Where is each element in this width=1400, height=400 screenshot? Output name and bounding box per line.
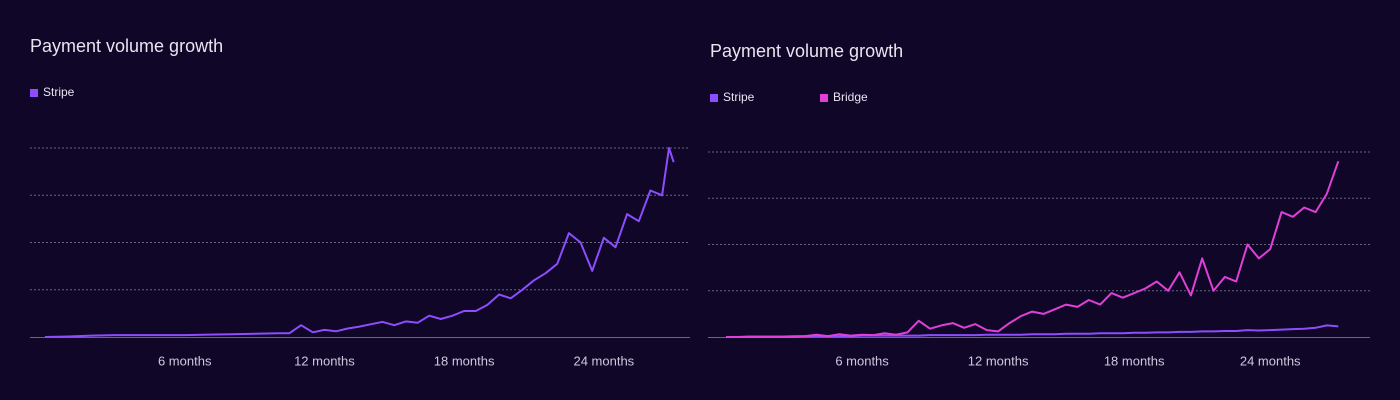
x-tick-label: 18 months [434, 353, 495, 368]
x-tick-label: 6 months [158, 353, 212, 368]
line [726, 160, 1340, 338]
x-tick-label: 18 months [1104, 353, 1165, 368]
legend-label: Stripe [43, 85, 75, 99]
legend-swatch [820, 94, 828, 102]
chart-title: Payment volume growth [30, 36, 223, 56]
chart-title: Payment volume growth [710, 41, 903, 61]
x-tick-label: 24 months [573, 353, 634, 368]
line [44, 147, 675, 338]
x-tick-label: 12 months [294, 353, 355, 368]
x-tick-label: 24 months [1240, 353, 1301, 368]
legend-label: Bridge [833, 90, 868, 104]
x-tick-label: 6 months [835, 353, 889, 368]
legend-label: Stripe [723, 90, 755, 104]
legend-swatch [710, 94, 718, 102]
x-tick-label: 12 months [968, 353, 1029, 368]
legend-swatch [30, 89, 38, 97]
